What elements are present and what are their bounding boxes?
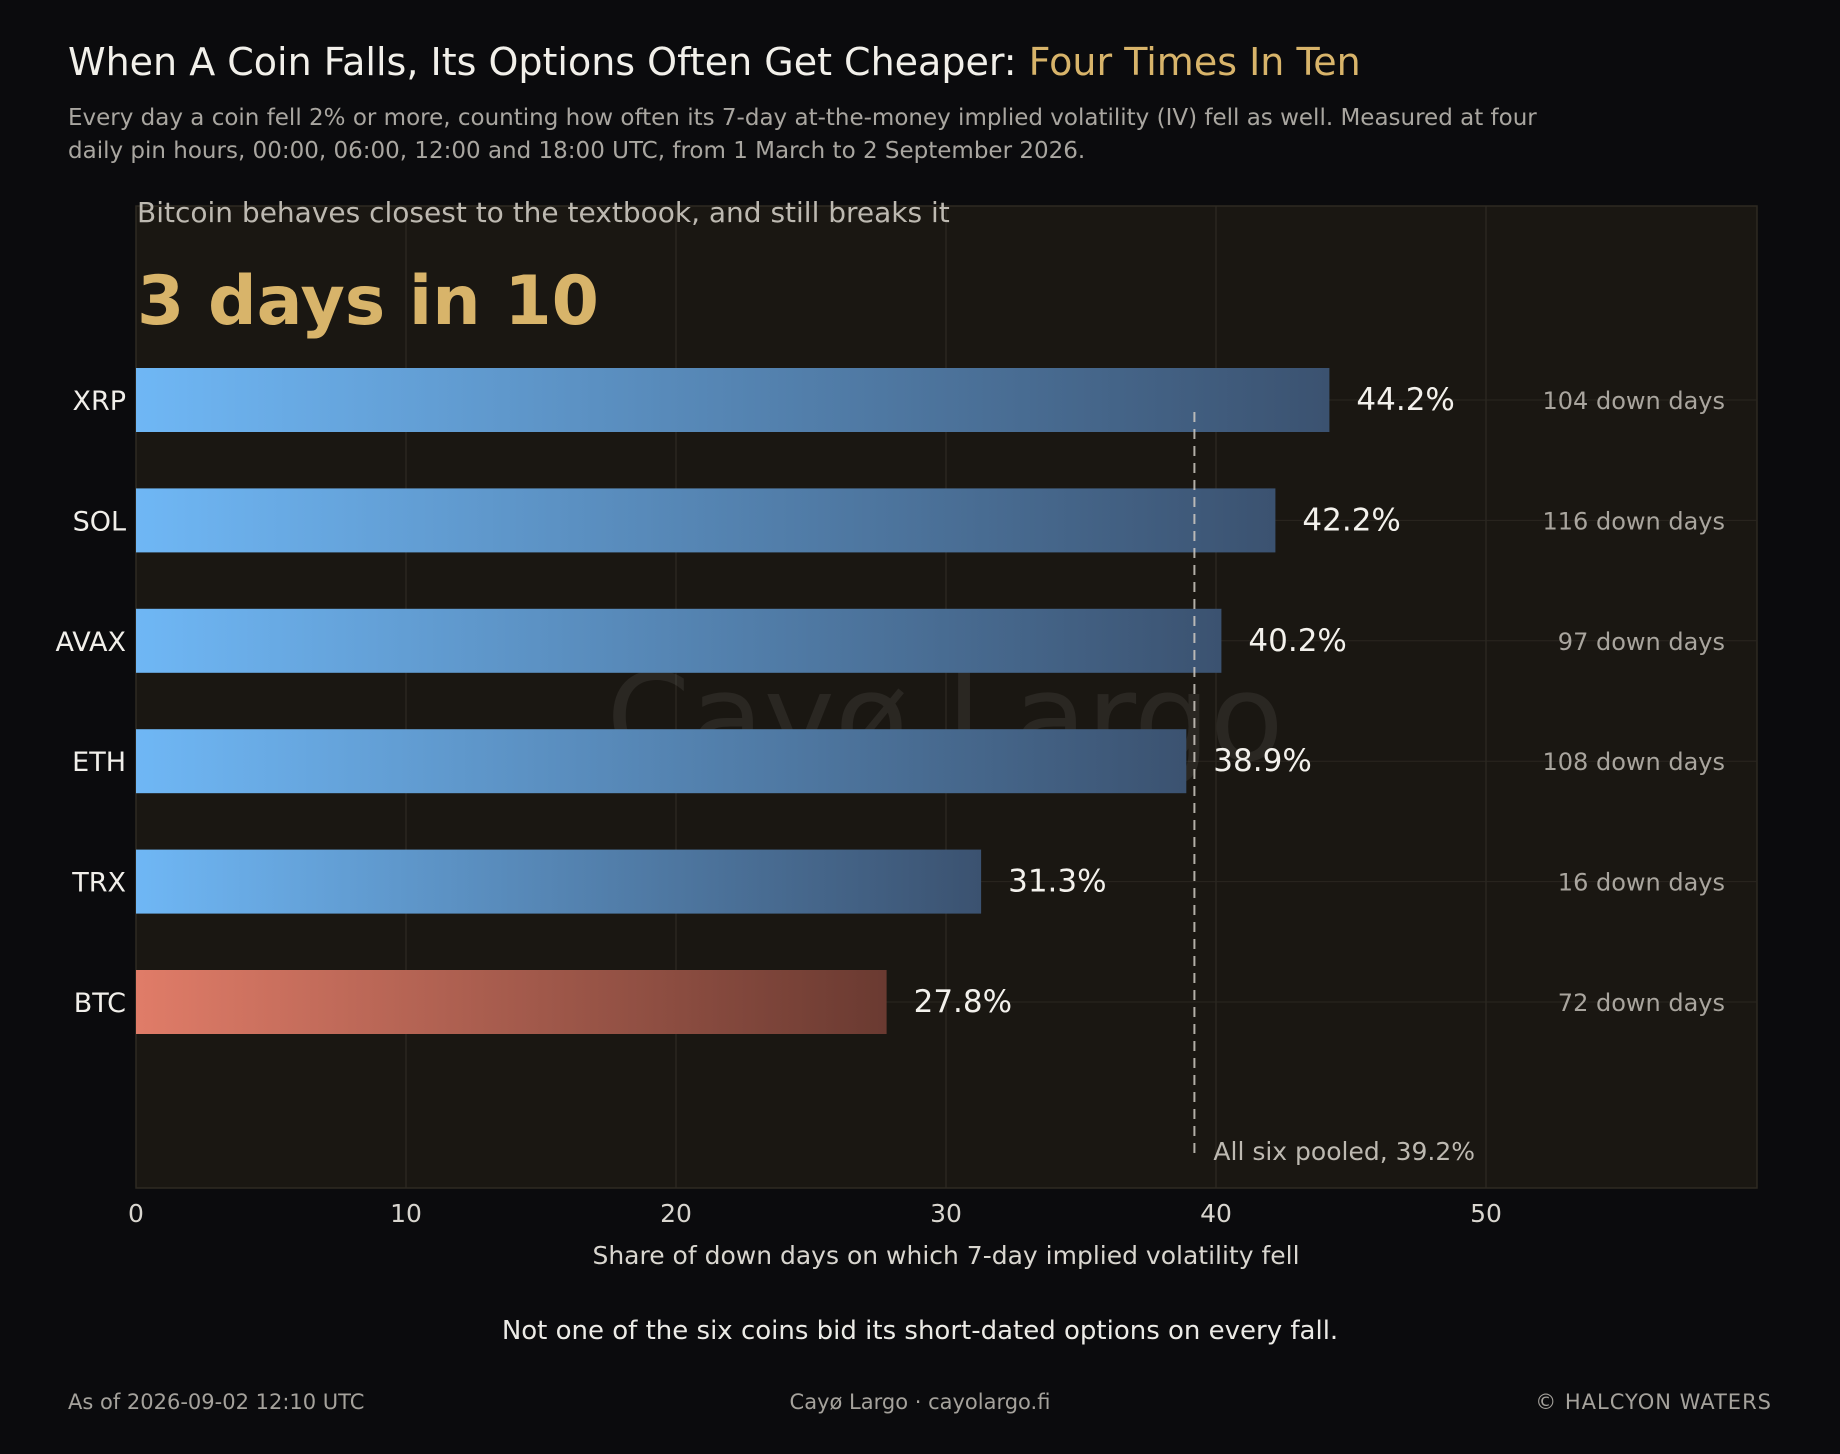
value-label-btc: 27.8% bbox=[914, 984, 1012, 1020]
highlight-callout: 3 days in 10 bbox=[137, 262, 599, 341]
chart-footnote: Not one of the six coins bid its short-d… bbox=[501, 1316, 1339, 1346]
bar-xrp bbox=[136, 368, 1330, 432]
reference-line-label: All six pooled, 39.2% bbox=[1213, 1137, 1475, 1166]
category-label-avax: AVAX bbox=[56, 627, 126, 658]
chart-subtitle: Every day a coin fell 2% or more, counti… bbox=[68, 105, 1537, 164]
x-tick-0: 0 bbox=[128, 1199, 144, 1228]
down-days-label-sol: 116 down days bbox=[1543, 507, 1725, 535]
chart-title-main: When A Coin Falls, Its Options Often Get… bbox=[68, 40, 1029, 84]
down-days-label-xrp: 104 down days bbox=[1543, 387, 1725, 415]
x-tick-30: 30 bbox=[930, 1199, 962, 1228]
value-label-eth: 38.9% bbox=[1213, 743, 1311, 779]
chart-title-accent: Four Times In Ten bbox=[1028, 40, 1361, 84]
x-tick-40: 40 bbox=[1200, 1199, 1232, 1228]
panel-caption: Bitcoin behaves closest to the textbook,… bbox=[137, 196, 950, 229]
category-label-eth: ETH bbox=[72, 747, 126, 778]
value-label-avax: 40.2% bbox=[1248, 623, 1346, 659]
value-label-trx: 31.3% bbox=[1008, 864, 1106, 900]
category-label-trx: TRX bbox=[71, 868, 126, 899]
category-label-sol: SOL bbox=[73, 506, 126, 537]
bar-btc bbox=[136, 970, 887, 1034]
value-label-xrp: 44.2% bbox=[1356, 382, 1454, 418]
bar-chart: Cayø Largo Bitcoin behaves closest to th… bbox=[56, 196, 1758, 1270]
chart-title: When A Coin Falls, Its Options Often Get… bbox=[68, 40, 1361, 84]
bar-eth bbox=[136, 729, 1187, 794]
footer-brand: © HALCYON WATERS bbox=[1535, 1390, 1772, 1414]
category-label-btc: BTC bbox=[74, 988, 126, 1019]
bar-sol bbox=[136, 488, 1276, 553]
value-label-sol: 42.2% bbox=[1302, 502, 1400, 538]
footer-timestamp: As of 2026-09-02 12:10 UTC bbox=[68, 1390, 365, 1414]
down-days-label-avax: 97 down days bbox=[1558, 628, 1725, 656]
x-tick-20: 20 bbox=[660, 1199, 692, 1228]
x-tick-50: 50 bbox=[1470, 1199, 1502, 1228]
bars bbox=[136, 368, 1330, 1158]
category-label-xrp: XRP bbox=[72, 386, 126, 417]
down-days-label-eth: 108 down days bbox=[1543, 748, 1725, 776]
labels: XRP 44.2% 104 down days SOL 42.2% 116 down da… bbox=[56, 382, 1725, 1166]
x-axis-ticks: 0 10 20 30 40 50 bbox=[128, 1199, 1502, 1228]
down-days-label-trx: 16 down days bbox=[1558, 869, 1725, 897]
down-days-label-btc: 72 down days bbox=[1558, 989, 1725, 1017]
x-axis-label: Share of down days on which 7-day implie… bbox=[592, 1241, 1299, 1270]
x-tick-10: 10 bbox=[390, 1199, 422, 1228]
bar-trx bbox=[136, 849, 982, 914]
bar-avax bbox=[136, 608, 1222, 673]
footer-source: Cayø Largo · cayolargo.fi bbox=[789, 1390, 1051, 1414]
